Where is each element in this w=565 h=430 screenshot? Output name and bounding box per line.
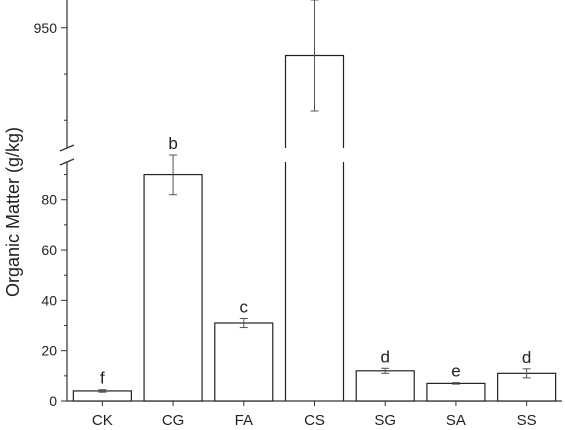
x-tick-label: SA [446, 412, 466, 429]
x-tick-label: SG [374, 412, 396, 429]
bars [72, 0, 557, 402]
bar [214, 322, 274, 402]
y-tick-label: 950 [34, 20, 58, 36]
x-tick-label: CK [92, 412, 113, 429]
significance-letter: b [168, 134, 177, 153]
x-tick-label: CS [304, 412, 325, 429]
y-tick-label: 80 [41, 192, 57, 208]
y-tick-label: 0 [49, 393, 57, 409]
bar [426, 382, 486, 402]
significance-letter: e [451, 362, 460, 381]
x-tick-label: SS [517, 412, 537, 429]
x-tick-label: CG [162, 412, 185, 429]
axis-break-mark-upper [59, 144, 75, 152]
significance-letter: f [100, 369, 105, 388]
significance-letter: d [522, 348, 531, 367]
labels: 020406080950fCKbCGcFAaCSdSGeSAdSS [34, 20, 537, 429]
significance-letter: c [240, 297, 249, 316]
y-axis-label: Organic Matter (g/kg) [3, 127, 23, 297]
bar [143, 173, 203, 402]
bar-lower-part [284, 162, 345, 401]
y-tick-label: 20 [41, 343, 57, 359]
y-tick-label: 60 [41, 242, 57, 258]
axis-break-mark-lower [59, 158, 75, 166]
y-tick-label: 40 [41, 292, 57, 308]
bar [355, 370, 415, 402]
x-tick-label: FA [235, 412, 253, 429]
significance-letter: d [380, 347, 389, 366]
